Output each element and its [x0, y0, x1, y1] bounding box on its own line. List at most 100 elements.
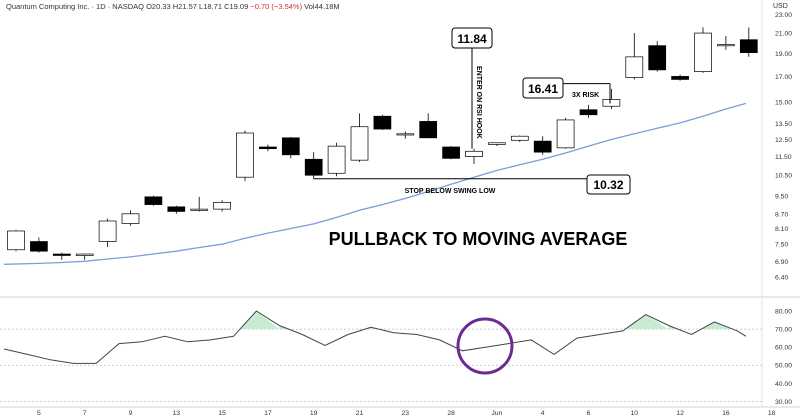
candle-body — [52, 253, 71, 256]
candle — [579, 104, 598, 118]
candle — [75, 253, 94, 260]
stop-price-box — [586, 174, 631, 195]
low-value: L18.71 — [199, 2, 222, 11]
candle — [259, 144, 277, 152]
date-tick-label: 10 — [631, 410, 639, 417]
stop-annotation-label: STOP BELOW SWING LOW — [405, 188, 496, 195]
candle-body — [510, 135, 529, 141]
chart-header: Quantum Computing Inc. · 1D · NASDAQ O20… — [6, 2, 340, 11]
candle — [419, 113, 438, 139]
candle-body — [75, 253, 94, 256]
candle-body — [465, 150, 483, 157]
date-tick-label: 4 — [541, 410, 545, 417]
date-tick-label: 9 — [129, 410, 133, 417]
candle-body — [350, 126, 369, 161]
price-tick-label: 6.40 — [775, 274, 788, 281]
price-tick-label: 17.00 — [775, 74, 792, 81]
candle-body — [602, 99, 621, 107]
candle-body — [625, 56, 644, 78]
price-tick-label: 7.50 — [775, 242, 788, 249]
date-tick-label: 17 — [264, 410, 272, 417]
candle — [98, 218, 117, 247]
volume-value: Vol44.18M — [304, 2, 340, 11]
candle-body — [167, 206, 186, 212]
date-tick-label: 21 — [356, 410, 364, 417]
high-value: H21.57 — [172, 2, 197, 11]
price-tick-label: 15.00 — [775, 100, 792, 107]
date-tick-label: 19 — [310, 410, 318, 417]
price-tick-label: 12.50 — [775, 137, 792, 144]
instrument-label: Quantum Computing Inc. · 1D · NASDAQ — [6, 2, 144, 11]
candle-body — [419, 121, 438, 139]
candle-body — [396, 133, 415, 136]
date-tick-label: 28 — [447, 410, 455, 417]
chart-title: PULLBACK TO MOVING AVERAGE — [329, 229, 628, 249]
price-tick-label: 11.50 — [775, 154, 792, 161]
rsi-tick-label: 60.00 — [775, 345, 792, 352]
rsi-hook-circle — [456, 317, 514, 375]
candle — [533, 136, 552, 155]
candle — [167, 205, 186, 214]
candle — [213, 200, 231, 212]
candle — [442, 146, 460, 160]
candle — [556, 117, 575, 149]
date-tick-label: 13 — [173, 410, 181, 417]
candle-body — [236, 132, 254, 178]
candle — [52, 252, 71, 260]
candle-body — [373, 115, 392, 130]
currency-label: USD — [773, 3, 788, 10]
rsi-overbought-area — [240, 311, 280, 330]
candle-body — [694, 32, 712, 72]
candle — [144, 195, 163, 206]
stop-price-label: 10.32 — [593, 178, 623, 192]
candle-body — [648, 45, 667, 71]
price-tick-label: 13.50 — [775, 121, 792, 128]
price-tick-label: 23.00 — [775, 12, 792, 19]
candle — [190, 196, 209, 212]
date-tick-label: 16 — [722, 410, 730, 417]
open-value: O20.33 — [146, 2, 171, 11]
candle — [373, 114, 392, 130]
price-tick-label: 19.00 — [775, 51, 792, 58]
candle — [739, 27, 758, 57]
price-tick-label: 9.50 — [775, 193, 788, 200]
rsi-tick-label: 30.00 — [775, 399, 792, 406]
candles — [7, 27, 758, 260]
candle-body — [121, 213, 140, 224]
candle — [602, 88, 621, 110]
candle — [510, 135, 529, 142]
rsi-tick-label: 40.00 — [775, 381, 792, 388]
candle-body — [30, 241, 48, 252]
date-tick-label: 7 — [83, 410, 87, 417]
candle — [671, 74, 689, 81]
rsi-indicator — [3, 310, 747, 375]
price-tick-label: 10.50 — [775, 173, 792, 180]
candle — [625, 33, 644, 80]
candle-body — [671, 76, 689, 80]
candle — [717, 36, 735, 50]
price-tick-label: 21.00 — [775, 31, 792, 38]
rsi-tick-label: 50.00 — [775, 363, 792, 370]
price-tick-label: 8.70 — [775, 211, 788, 218]
candle — [281, 137, 300, 159]
rsi-line — [3, 310, 747, 364]
candle — [350, 113, 369, 162]
candle — [7, 229, 25, 252]
candle-body — [304, 158, 323, 176]
candle — [396, 131, 415, 139]
target-price-box — [522, 77, 564, 99]
target-annotation-label: 3X RISK — [572, 92, 599, 99]
candle-body — [533, 140, 552, 153]
entry-price-label: 11.84 — [457, 32, 487, 46]
candle-body — [739, 39, 758, 53]
rsi-tick-label: 70.00 — [775, 327, 792, 334]
candle-body — [556, 119, 575, 149]
moving-average-line — [3, 102, 747, 265]
candle-body — [717, 44, 735, 47]
candle-body — [488, 142, 506, 145]
candle — [30, 237, 48, 253]
candle-body — [327, 145, 346, 174]
date-tick-label: 23 — [402, 410, 410, 417]
